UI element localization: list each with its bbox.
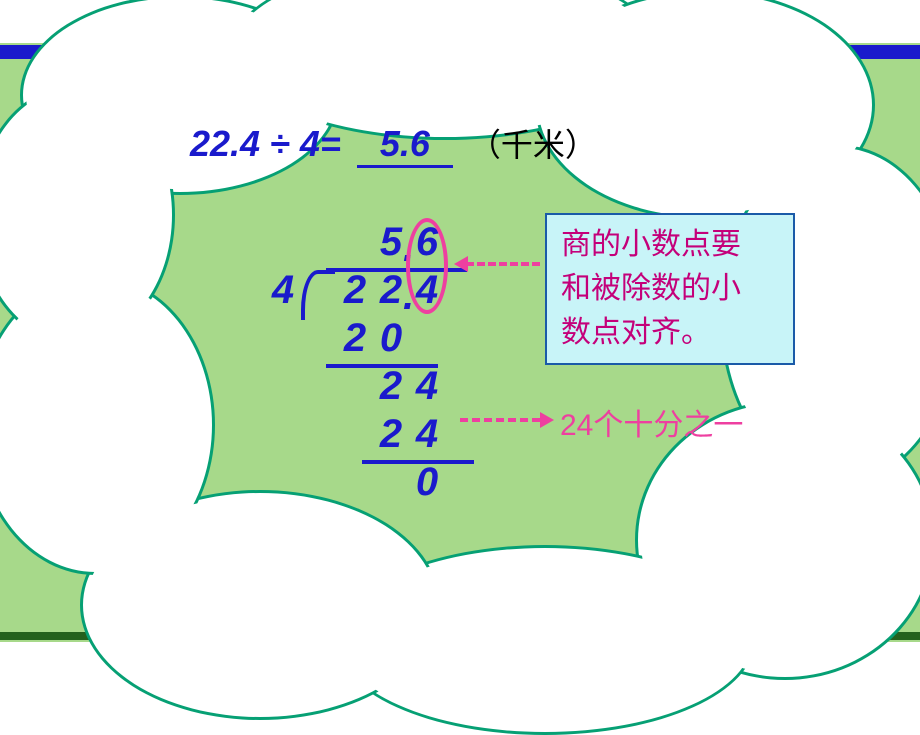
equation-unit: （千米）	[469, 127, 597, 163]
content-layer: 22.4 ÷ 4= 5.6 （千米） 56.4224.2024240 商的小数点…	[0, 0, 920, 690]
equation: 22.4 ÷ 4= 5.6 （千米）	[190, 120, 597, 168]
equation-lhs: 22.4 ÷ 4=	[190, 123, 341, 164]
arrow-to-tenths	[460, 418, 540, 422]
arrow-to-note	[466, 262, 540, 266]
tenths-note: 24个十分之一	[560, 400, 743, 444]
equation-answer: 5.6	[357, 123, 453, 168]
decimal-alignment-ellipse	[406, 218, 448, 314]
alignment-note-box: 商的小数点要和被除数的小数点对齐。	[545, 213, 795, 365]
arrow-to-tenths-head	[540, 412, 554, 428]
